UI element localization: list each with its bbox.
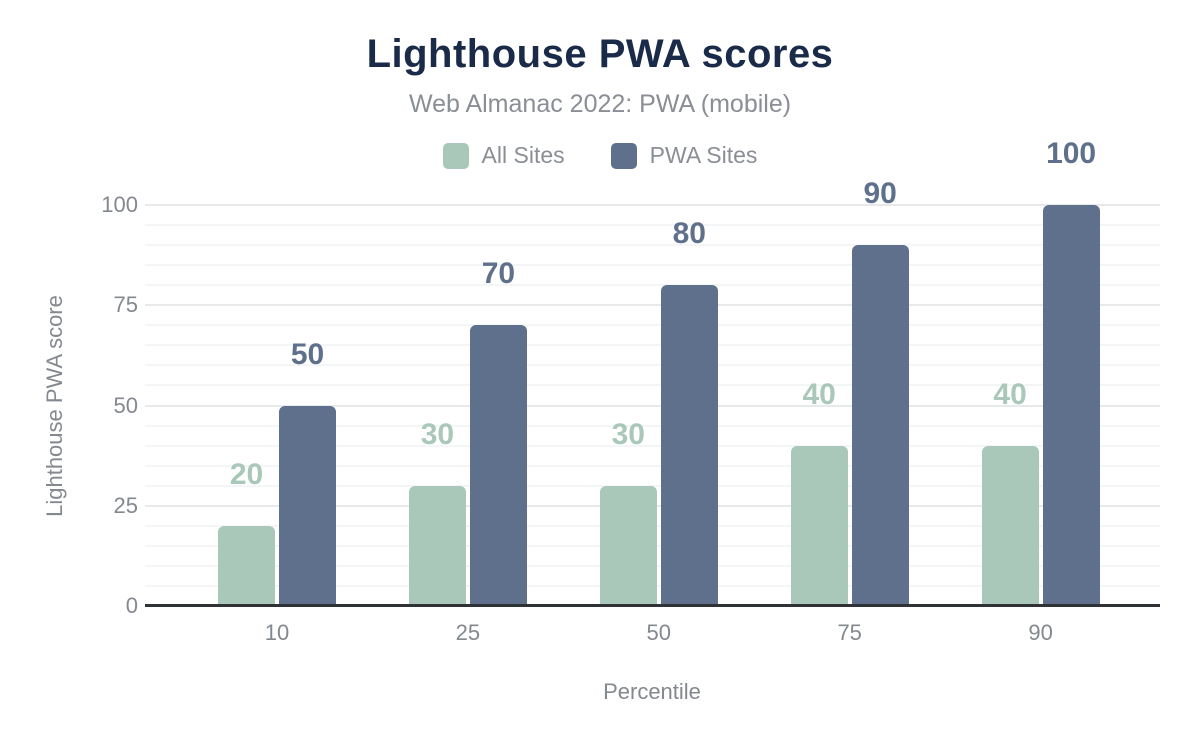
bar-all-sites-p25 [408, 485, 466, 606]
bar-all-sites-p50 [599, 485, 657, 606]
minor-gridline [145, 364, 1160, 367]
data-label: 50 [290, 337, 325, 371]
data-label: 80 [672, 217, 706, 251]
y-axis-title: Lighthouse PWA score [42, 295, 67, 517]
chart-subtitle: Web Almanac 2022: PWA (mobile) [408, 90, 792, 118]
bar-pwa-sites-p10 [279, 405, 336, 606]
legend-label: All Sites [481, 142, 565, 168]
major-gridline [145, 204, 1160, 206]
minor-gridline [145, 224, 1160, 227]
bar-pwa-sites-p25 [469, 325, 527, 606]
x-tick-label: 10 [264, 620, 290, 645]
data-label: 90 [863, 177, 897, 211]
bar-pwa-sites-p75 [851, 245, 909, 606]
legend-swatch-icon [442, 142, 469, 169]
x-axis-line [145, 604, 1160, 607]
minor-gridline [145, 344, 1160, 347]
bar-all-sites-p10 [218, 525, 275, 606]
x-tick-label: 75 [837, 620, 862, 645]
x-axis-title: Percentile [603, 679, 701, 704]
data-label: 30 [420, 417, 455, 451]
minor-gridline [145, 424, 1160, 427]
bar-all-sites-p90 [981, 445, 1039, 606]
bar-all-sites-p75 [790, 445, 848, 606]
y-tick-label: 25 [113, 492, 138, 518]
x-tick-label: 50 [646, 620, 672, 645]
minor-gridline [145, 464, 1160, 467]
y-tick-label: 75 [113, 292, 138, 318]
plot-area: 20 50 30 70 30 80 40 90 40 100 [145, 139, 1160, 606]
legend-item-all-sites: All Sites [442, 142, 565, 169]
legend: All Sites PWA Sites [0, 142, 1200, 169]
bar-pwa-sites-p50 [660, 285, 718, 606]
data-label: 70 [481, 257, 516, 291]
minor-gridline [145, 444, 1160, 447]
legend-label: PWA Sites [649, 142, 758, 168]
minor-gridline [145, 244, 1160, 247]
minor-gridline [145, 284, 1160, 287]
bar-pwa-sites-p90 [1042, 205, 1100, 606]
minor-gridline [145, 484, 1160, 487]
minor-gridline [145, 384, 1160, 387]
y-tick-label: 50 [113, 392, 138, 418]
data-label: 40 [993, 377, 1027, 411]
major-gridline [145, 404, 1160, 407]
legend-item-pwa-sites: PWA Sites [610, 142, 758, 169]
major-gridline [145, 304, 1160, 307]
minor-gridline [145, 264, 1160, 267]
x-tick-label: 90 [1028, 620, 1053, 645]
y-tick-label: 100 [101, 192, 138, 217]
legend-swatch-icon [610, 142, 637, 169]
x-tick-label: 25 [455, 620, 481, 645]
data-label: 40 [802, 377, 836, 411]
chart-title: Lighthouse PWA scores [366, 32, 834, 76]
data-label: 30 [611, 417, 645, 451]
data-label: 100 [1046, 137, 1097, 170]
y-tick-label: 0 [125, 593, 138, 618]
data-label: 20 [229, 457, 264, 491]
minor-gridline [145, 324, 1160, 327]
